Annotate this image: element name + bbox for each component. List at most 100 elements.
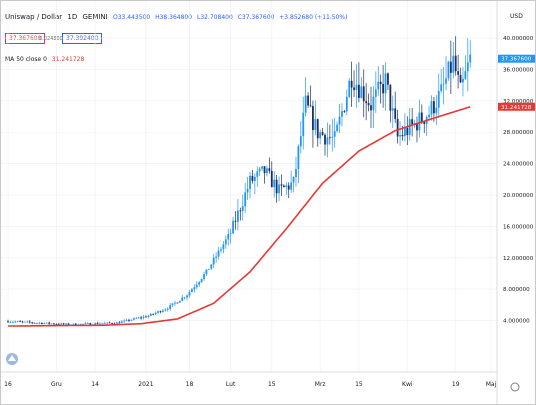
candle-body: [360, 86, 363, 98]
candle-body: [86, 323, 89, 324]
candle-body: [55, 324, 58, 325]
candle-body: [21, 321, 24, 323]
candle-body: [137, 317, 140, 319]
currency-label: USD: [510, 13, 523, 20]
tradingview-logo-icon[interactable]: [6, 353, 18, 365]
grid-lines: [1, 1, 497, 372]
candle-body: [256, 171, 259, 177]
candle-body: [331, 136, 334, 138]
candle-body: [176, 302, 179, 304]
candle-body: [428, 114, 430, 118]
candle-body: [469, 54, 472, 63]
x-tick-label: Kwi: [402, 381, 413, 388]
candle-body: [282, 185, 285, 187]
price-tag-text: 37.367600: [501, 57, 532, 63]
buy-price-box[interactable]: 37.392400: [62, 33, 103, 44]
candle-body: [462, 78, 464, 83]
candle-body: [316, 119, 319, 139]
candle-body: [178, 300, 181, 303]
sell-price-box[interactable]: 37.367600: [5, 33, 46, 44]
candle-body: [89, 323, 92, 325]
candle-body: [324, 134, 326, 145]
candle-body: [65, 323, 67, 325]
candle-body: [169, 305, 172, 310]
candle-body: [220, 249, 222, 251]
candle-body: [278, 184, 280, 194]
candle-body: [379, 81, 382, 84]
candle-body: [193, 287, 196, 290]
candle-body: [142, 316, 145, 318]
candle-body: [205, 269, 208, 275]
candle-body: [355, 84, 358, 90]
candle-body: [457, 71, 460, 75]
candle-body: [394, 108, 397, 119]
candle-body: [50, 323, 53, 325]
candle-body: [312, 106, 314, 131]
candle-body: [7, 321, 9, 323]
candle-body: [212, 257, 215, 265]
x-axis-ticks: 16 Gru 14 2021 18 Lut 15 Mrz 15 Kwi 19 Maj: [4, 381, 496, 388]
candle-body: [365, 101, 368, 104]
candle-body: [384, 73, 387, 94]
candle-body: [33, 322, 36, 324]
candle-body: [227, 233, 230, 240]
candle-body: [374, 89, 377, 97]
ma-legend-value: 31.241728: [51, 56, 85, 63]
candle-body: [452, 55, 455, 73]
last-price-tag: 37.367600: [498, 54, 535, 63]
candle-body: [285, 185, 288, 187]
candle-body: [72, 323, 75, 325]
candle-body: [99, 323, 101, 325]
candle-body: [111, 323, 113, 324]
candle-body: [333, 131, 336, 137]
candle-body: [154, 312, 157, 314]
y-tick-label: 24.000000: [503, 162, 534, 168]
candle-body: [239, 210, 242, 212]
candle-body: [113, 323, 116, 325]
candle-body: [430, 101, 433, 115]
candle-body: [387, 73, 389, 85]
candle-body: [249, 175, 251, 189]
settings-icon[interactable]: [510, 382, 520, 392]
candle-body: [433, 101, 435, 114]
candle-body: [304, 95, 307, 113]
candle-body: [244, 192, 247, 207]
candle-body: [145, 316, 147, 318]
candle-body: [217, 250, 220, 257]
x-tick-label: Gru: [51, 381, 62, 388]
interval-label: 1D: [67, 13, 78, 21]
candle-body: [171, 303, 174, 306]
candle-body: [345, 96, 348, 112]
candle-body: [447, 61, 450, 79]
candle-body: [62, 323, 65, 325]
candle-body: [164, 309, 167, 311]
ma-line: [8, 106, 471, 327]
candle-body: [79, 323, 82, 325]
candle-body: [241, 206, 244, 212]
candle-body: [348, 80, 351, 97]
candle-body: [130, 319, 133, 321]
candle-body: [188, 292, 191, 296]
candle-body: [195, 284, 198, 288]
candle-body: [84, 323, 87, 325]
candle-body: [118, 322, 121, 324]
candle-body: [67, 323, 70, 325]
candle-body: [166, 309, 169, 310]
candle-body: [174, 302, 176, 304]
candle-body: [403, 127, 406, 137]
x-tick-label: Maj: [486, 381, 497, 388]
candle-body: [38, 322, 41, 324]
candle-body: [454, 55, 457, 72]
ma-legend[interactable]: MA 50 close 0 31.241728: [5, 56, 84, 63]
candle-body: [224, 239, 227, 245]
candle-body: [94, 323, 97, 325]
candle-body: [215, 256, 218, 258]
candle-body: [207, 268, 210, 270]
candle-body: [53, 323, 55, 325]
candle-body: [338, 116, 341, 125]
candle-body: [14, 321, 17, 323]
candle-body: [263, 166, 266, 174]
candle-body: [258, 168, 261, 172]
candle-body: [28, 321, 31, 323]
